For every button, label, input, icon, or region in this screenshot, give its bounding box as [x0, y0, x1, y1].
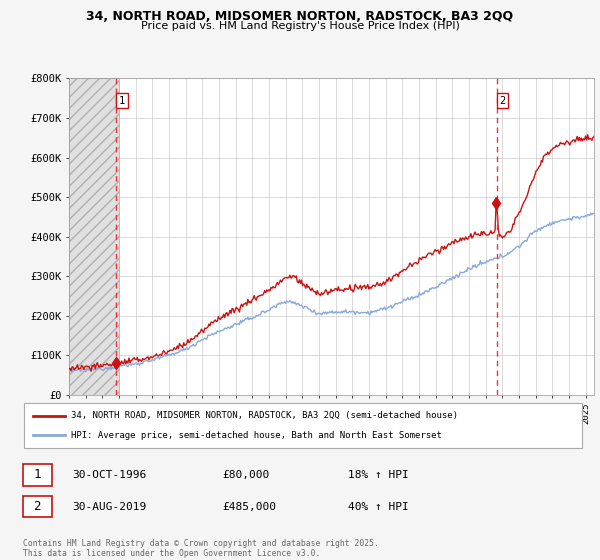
Text: 18% ↑ HPI: 18% ↑ HPI	[348, 470, 409, 480]
Text: 34, NORTH ROAD, MIDSOMER NORTON, RADSTOCK, BA3 2QQ: 34, NORTH ROAD, MIDSOMER NORTON, RADSTOC…	[86, 10, 514, 22]
Text: HPI: Average price, semi-detached house, Bath and North East Somerset: HPI: Average price, semi-detached house,…	[71, 431, 442, 440]
Text: Contains HM Land Registry data © Crown copyright and database right 2025.
This d: Contains HM Land Registry data © Crown c…	[23, 539, 379, 558]
Text: 34, NORTH ROAD, MIDSOMER NORTON, RADSTOCK, BA3 2QQ (semi-detached house): 34, NORTH ROAD, MIDSOMER NORTON, RADSTOC…	[71, 411, 458, 420]
Text: 2: 2	[499, 96, 505, 106]
Text: 1: 1	[119, 96, 125, 106]
Text: 30-OCT-1996: 30-OCT-1996	[72, 470, 146, 480]
Text: 40% ↑ HPI: 40% ↑ HPI	[348, 502, 409, 512]
Text: £485,000: £485,000	[222, 502, 276, 512]
Text: Price paid vs. HM Land Registry's House Price Index (HPI): Price paid vs. HM Land Registry's House …	[140, 21, 460, 31]
Text: £80,000: £80,000	[222, 470, 269, 480]
Text: 2: 2	[34, 500, 41, 514]
Text: 30-AUG-2019: 30-AUG-2019	[72, 502, 146, 512]
Text: 1: 1	[34, 468, 41, 482]
